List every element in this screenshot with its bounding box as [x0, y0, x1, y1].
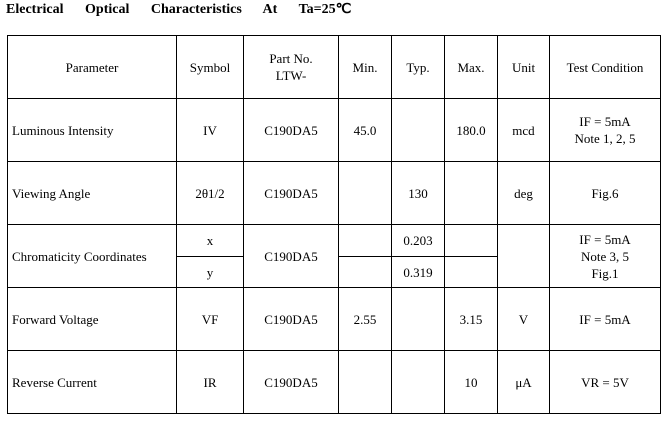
symbol: x	[176, 224, 244, 257]
min: 45.0	[338, 98, 392, 162]
max: 3.15	[444, 287, 498, 351]
row: Chromaticity Coordinates x C190DA5 0.203…	[7, 224, 661, 288]
empty-cell	[338, 350, 392, 414]
test-condition: Fig.6	[549, 161, 661, 225]
header-cell: Max.	[444, 35, 498, 99]
test-condition: IF = 5mA Note 3, 5 Fig.1	[549, 224, 661, 288]
empty-cell	[338, 224, 392, 257]
empty-cell	[338, 256, 392, 288]
header-row: Parameter Symbol Part No. LTW- Min. Typ. …	[7, 35, 661, 99]
symbol: y	[176, 256, 244, 288]
max: 10	[444, 350, 498, 414]
unit: V	[497, 287, 550, 351]
typ: 0.319	[391, 256, 445, 288]
parameter: Viewing Angle	[7, 161, 177, 225]
part-no: C190DA5	[243, 98, 339, 162]
empty-cell	[497, 224, 550, 288]
parameter: Chromaticity Coordinates	[7, 224, 177, 288]
part-no: C190DA5	[243, 287, 339, 351]
row: Forward Voltage VF C190DA5 2.55 3.15 V I…	[7, 287, 661, 351]
parameter: Forward Voltage	[7, 287, 177, 351]
header-line: Part No.	[269, 51, 313, 66]
empty-cell	[338, 161, 392, 225]
symbol: 2θ1/2	[176, 161, 244, 225]
header-cell: Test Condition	[549, 35, 661, 99]
condition-line: Note 1, 2, 5	[574, 131, 636, 146]
typ: 130	[391, 161, 445, 225]
min: 2.55	[338, 287, 392, 351]
empty-cell	[391, 350, 445, 414]
condition-line: IF = 5mA	[579, 114, 631, 129]
row: Reverse Current IR C190DA5 10 μA VR = 5V	[7, 350, 661, 414]
empty-cell	[444, 224, 498, 257]
condition-line: Note 3, 5	[580, 248, 630, 264]
empty-cell	[391, 98, 445, 162]
symbol: IV	[176, 98, 244, 162]
empty-cell	[444, 161, 498, 225]
unit: deg	[497, 161, 550, 225]
condition-line: IF = 5mA	[579, 231, 631, 247]
header-cell: Min.	[338, 35, 392, 99]
part-no: C190DA5	[243, 161, 339, 225]
header-line: LTW-	[275, 68, 307, 83]
parameter: Luminous Intensity	[7, 98, 177, 162]
condition-line: Fig.1	[591, 265, 619, 281]
header-cell: Part No. LTW-	[243, 35, 339, 99]
header-cell: Parameter	[7, 35, 177, 99]
title: Electrical Optical Characteristics At Ta…	[6, 2, 352, 17]
row: y 0.319	[8, 256, 661, 288]
typ: 0.203	[391, 224, 445, 257]
part-no: C190DA5	[243, 224, 339, 288]
test-condition: VR = 5V	[549, 350, 661, 414]
part-no: C190DA5	[243, 350, 339, 414]
header-cell: Symbol	[176, 35, 244, 99]
test-condition: IF = 5mA	[549, 287, 661, 351]
unit: μA	[497, 350, 550, 414]
symbol: VF	[176, 287, 244, 351]
empty-cell	[444, 256, 498, 288]
empty-cell	[391, 287, 445, 351]
test-condition: IF = 5mA Note 1, 2, 5	[549, 98, 661, 162]
max: 180.0	[444, 98, 498, 162]
header-cell: Typ.	[391, 35, 445, 99]
parameter: Reverse Current	[7, 350, 177, 414]
characteristics-table: Parameter Symbol Part No. LTW- Min. Typ. …	[7, 35, 661, 414]
header-cell: Unit	[497, 35, 550, 99]
row: Viewing Angle 2θ1/2 C190DA5 130 deg Fig.…	[7, 161, 661, 225]
row: Luminous Intensity IV C190DA5 45.0 180.0…	[7, 98, 661, 162]
symbol: IR	[176, 350, 244, 414]
unit: mcd	[497, 98, 550, 162]
